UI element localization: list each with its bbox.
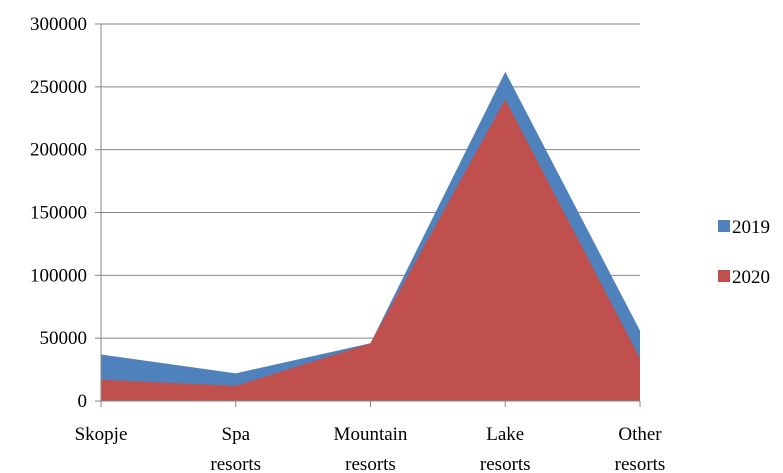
y-tick-label: 50000 — [40, 328, 88, 349]
legend-swatch — [718, 270, 730, 282]
legend-item-2019: 2019 — [718, 217, 770, 238]
y-tick-label: 300000 — [30, 14, 87, 35]
x-tick-label: Skopje — [75, 424, 128, 445]
y-tick-label: 200000 — [30, 140, 87, 161]
x-tick-label: Mountain resorts — [334, 424, 408, 473]
legend: 2019 2020 — [718, 217, 770, 288]
y-tick-label: 0 — [78, 391, 88, 412]
x-tick-label: Spa resorts — [210, 424, 261, 473]
legend-label: 2019 — [732, 217, 770, 238]
chart-areas — [101, 71, 640, 402]
y-tick-labels: 0 50000 100000 150000 200000 250000 300000 — [30, 14, 87, 412]
axes — [95, 23, 641, 407]
area-series-2020 — [101, 99, 640, 402]
y-tick-label: 100000 — [30, 265, 87, 286]
y-tick-label: 250000 — [30, 77, 87, 98]
legend-swatch — [718, 220, 730, 232]
x-tick-label: Other resorts — [615, 424, 666, 473]
legend-label: 2020 — [732, 267, 770, 288]
y-tick-label: 150000 — [30, 203, 87, 224]
x-tick-labels: Skopje Spa resorts Mountain resorts Lake resor… — [75, 424, 666, 473]
x-tick-label: Lake resorts — [480, 424, 531, 473]
legend-item-2020: 2020 — [718, 267, 770, 288]
